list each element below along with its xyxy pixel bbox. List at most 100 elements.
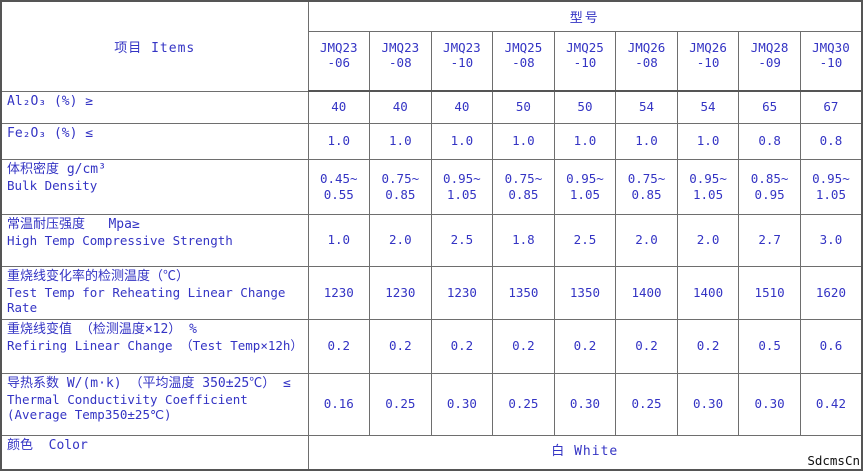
table-row: 常温耐压强度 Mpa≥ High Temp Compressive Strengt…	[0, 213, 863, 267]
row-label-en: Bulk Density	[7, 177, 98, 193]
row-label-cell: Al₂O₃ (%) ≥	[0, 90, 309, 124]
spec-value-cell: 0.45~ 0.55	[307, 158, 371, 215]
value-line: 1.05	[446, 186, 477, 202]
table-row: 导热系数 W/(m·k) （平均温度 350±25℃） ≤ Thermal Con…	[0, 372, 863, 436]
model-header-cell: JMQ23 -10	[430, 30, 494, 92]
model-series-label: JMQ23	[443, 39, 481, 55]
model-header-cell: JMQ25 -08	[492, 30, 555, 92]
value-line: 0.75~	[627, 170, 666, 186]
spec-value-cell: 0.2	[492, 318, 555, 374]
value-line: 0.85	[631, 186, 662, 202]
spec-value-cell: 0.25	[492, 372, 555, 436]
row-label-zh: Al₂O₃ (%) ≥	[7, 93, 94, 109]
spec-value-cell: 0.25	[369, 372, 432, 436]
spec-value-cell: 2.0	[615, 213, 678, 267]
spec-value-cell: 2.5	[430, 213, 494, 267]
header-row-models: JMQ23 -06 JMQ23 -08 JMQ23 -10 JMQ25 -08 JMQ25 -10…	[1, 30, 863, 92]
model-header-stack: JMQ26 -10	[678, 32, 738, 79]
model-header-cell: JMQ28 -09	[738, 30, 801, 92]
model-series-label: JMQ25	[504, 39, 543, 55]
spec-value-cell: 2.5	[553, 213, 617, 267]
spec-value-cell: 0.2	[676, 318, 740, 374]
spec-value-cell: 0.42	[799, 372, 863, 436]
value-line: 0.95~	[566, 170, 604, 186]
spec-value-cell: 40	[307, 90, 371, 124]
spec-value-cell: 0.75~ 0.85	[369, 158, 432, 215]
model-series-label: JMQ28	[750, 39, 789, 55]
spec-value-cell: 1350	[492, 265, 555, 320]
row-label-wrap: 导热系数 W/(m·k) （平均温度 350±25℃） ≤ Thermal Con…	[2, 374, 307, 425]
row-label-zh: 重烧线变值 （检测温度×12） %	[7, 321, 197, 337]
table-row-color: 颜色 Color 白 White	[0, 434, 863, 471]
spec-value-cell: 2.0	[676, 213, 740, 267]
model-grade-label: -06	[327, 54, 351, 70]
spec-value-cell: 0.95~ 1.05	[799, 158, 863, 215]
row-label-zh: 体积密度 g/cm³	[7, 161, 106, 177]
spec-value-cell: 65	[738, 90, 801, 124]
watermark: SdcmsCn	[807, 453, 860, 468]
spec-value-cell: 0.25	[615, 372, 678, 436]
spec-value-cell: 0.85~ 0.95	[738, 158, 801, 215]
spec-value-cell: 1.0	[492, 122, 555, 160]
model-group-header: 型号	[307, 0, 863, 32]
spec-value-cell: 0.30	[676, 372, 740, 436]
row-label-cell: 颜色 Color	[0, 434, 309, 471]
model-series-label: JMQ25	[566, 39, 604, 55]
model-header-stack: JMQ25 -10	[555, 32, 615, 79]
value-line: 0.75~	[381, 170, 420, 186]
spec-value-cell: 0.95~ 1.05	[553, 158, 617, 215]
spec-value-cell: 2.7	[738, 213, 801, 267]
table-row: 重烧线变值 （检测温度×12） % Refiring Linear Change …	[0, 318, 863, 374]
model-header-stack: JMQ25 -08	[494, 32, 554, 79]
header-row-model-group: 项目 Items 型号	[0, 0, 863, 92]
value-line: 0.45~	[319, 170, 358, 186]
row-label-cell: 体积密度 g/cm³ Bulk Density	[0, 158, 309, 215]
spec-value-cell: 1.0	[369, 122, 432, 160]
row-label-cell: 常温耐压强度 Mpa≥ High Temp Compressive Strengt…	[0, 213, 309, 267]
row-label-en: Thermal Conductivity Coefficient (Averag…	[7, 391, 256, 422]
value-line: 0.85~	[750, 170, 789, 186]
row-label-en: Test Temp for Reheating Linear Change Ra…	[7, 284, 293, 315]
spec-value-cell: 0.30	[430, 372, 494, 436]
model-header-stack: JMQ23 -10	[432, 32, 492, 79]
model-header-cell: JMQ25 -10	[553, 30, 617, 92]
spec-value-cell: 54	[615, 90, 678, 124]
model-grade-label: -08	[635, 54, 658, 70]
row-label-zh: 颜色 Color	[7, 437, 88, 453]
value-line: 0.95~	[689, 170, 727, 186]
spec-value-cell: 1400	[676, 265, 740, 320]
spec-value-cell: 1.0	[307, 213, 371, 267]
spec-value-cell: 1230	[369, 265, 432, 320]
model-grade-label: -08	[512, 54, 535, 70]
row-label-wrap: Al₂O₃ (%) ≥	[2, 92, 307, 113]
table-row: 体积密度 g/cm³ Bulk Density 0.45~ 0.55 0.75~ 0.85…	[0, 158, 863, 215]
model-header-cell: JMQ23 -06	[307, 30, 371, 92]
model-header-cell: JMQ26 -10	[676, 30, 740, 92]
spec-value-cell: 0.8	[799, 122, 863, 160]
row-label-zh: Fe₂O₃ (%) ≤	[7, 125, 94, 141]
model-grade-label: -09	[758, 54, 781, 70]
value-line: 0.95	[754, 186, 785, 202]
row-label-zh: 导热系数 W/(m·k) （平均温度 350±25℃） ≤	[7, 375, 291, 391]
value-line: 1.05	[815, 186, 846, 202]
row-label-cell: Fe₂O₃ (%) ≤	[0, 122, 309, 160]
row-label-cell: 导热系数 W/(m·k) （平均温度 350±25℃） ≤ Thermal Con…	[0, 372, 309, 436]
model-series-label: JMQ26	[627, 39, 666, 55]
model-grade-label: -08	[389, 54, 412, 70]
spec-value-cell: 0.2	[615, 318, 678, 374]
row-label-wrap: 重烧线变化率的检测温度（℃） Test Temp for Reheating Li…	[2, 267, 307, 318]
table-header: 项目 Items 型号 JMQ23 -06 JMQ23 -08 JMQ23 -10 JMQ25-…	[0, 0, 863, 92]
value-line: 0.85	[508, 186, 539, 202]
model-grade-label: -10	[450, 54, 474, 70]
spec-value-cell: 0.75~ 0.85	[492, 158, 555, 215]
spec-value-cell: 0.2	[307, 318, 371, 374]
spec-value-cell: 67	[799, 90, 863, 124]
row-label-zh: 常温耐压强度 Mpa≥	[7, 216, 140, 232]
model-grade-label: -10	[573, 54, 597, 70]
spec-value-cell: 40	[369, 90, 432, 124]
model-series-label: JMQ23	[319, 39, 358, 55]
table-row: 重烧线变化率的检测温度（℃） Test Temp for Reheating Li…	[0, 265, 863, 320]
row-label-wrap: 颜色 Color	[2, 436, 307, 457]
model-header-stack: JMQ23 -08	[371, 32, 431, 79]
table-row: Fe₂O₃ (%) ≤1.0 1.0 1.0 1.0 1.0 1.0 1.0 0.8 0.8	[0, 122, 863, 160]
